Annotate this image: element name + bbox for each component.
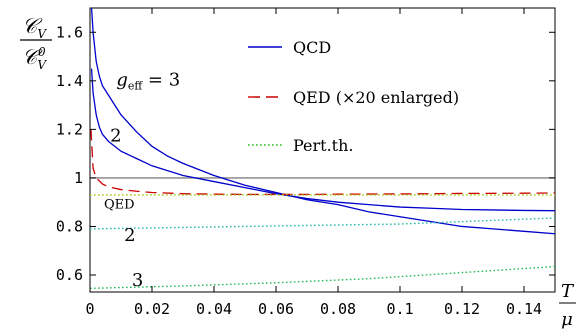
annotation-3: QED <box>104 197 135 212</box>
x-tick-label: 0.14 <box>506 300 542 318</box>
x-label-numerator: T <box>561 281 575 302</box>
y-tick-label: 0.8 <box>56 217 83 235</box>
annotation-1: geff = 3 <box>116 70 180 93</box>
svg-text:𝒞V0: 𝒞V0 <box>22 45 47 72</box>
y-label-bottom-sup: 0 <box>38 45 46 59</box>
ticks-layer: 0 0.02 0.04 0.06 0.08 0.1 0.12 0.14 0.6 0.8 1 1.2 1.… <box>56 8 555 318</box>
x-tick-label: 0.12 <box>444 300 480 318</box>
x-axis-label: T μ <box>559 281 576 330</box>
x-tick-label: 0.02 <box>134 300 170 318</box>
series-line-1 <box>90 8 555 235</box>
y-tick-label: 1.6 <box>56 23 83 41</box>
y-label-bottom-sub: V <box>37 58 47 72</box>
y-tick-label: 1.2 <box>56 120 83 138</box>
y-tick-label: 1.4 <box>56 72 83 90</box>
legend-label-3: Pert.th. <box>293 136 354 155</box>
y-tick-label: 0.6 <box>56 266 83 284</box>
annotation-5: 3 <box>132 270 143 291</box>
legend: QCD QED (×20 enlarged) Pert.th. <box>248 38 459 155</box>
x-tick-label: 0.06 <box>258 300 294 318</box>
annotations: geff = 3 2 QED 2 3 <box>104 70 180 291</box>
x-tick-label: 0.08 <box>320 300 356 318</box>
y-label-top-sub: V <box>37 27 47 41</box>
plot-frame <box>89 7 556 293</box>
legend-label-1: QCD <box>293 38 331 57</box>
plot-border <box>89 7 556 293</box>
series-line-6 <box>90 265 555 290</box>
y-axis-label: 𝒞V 𝒞V0 <box>20 14 52 72</box>
y-tick-label: 1 <box>74 169 83 187</box>
x-tick-label: 0.04 <box>196 300 232 318</box>
x-tick-label: 0 <box>85 300 94 318</box>
annotation-2: 2 <box>110 126 121 147</box>
series-line-2 <box>90 68 555 212</box>
series-line-5 <box>90 217 555 230</box>
legend-label-2: QED (×20 enlarged) <box>293 88 459 107</box>
x-tick-label: 0.1 <box>386 300 413 318</box>
x-label-denominator: μ <box>561 309 573 330</box>
series-layer <box>90 8 555 290</box>
annotation-4: 2 <box>124 225 135 246</box>
series-line-3 <box>90 129 555 196</box>
